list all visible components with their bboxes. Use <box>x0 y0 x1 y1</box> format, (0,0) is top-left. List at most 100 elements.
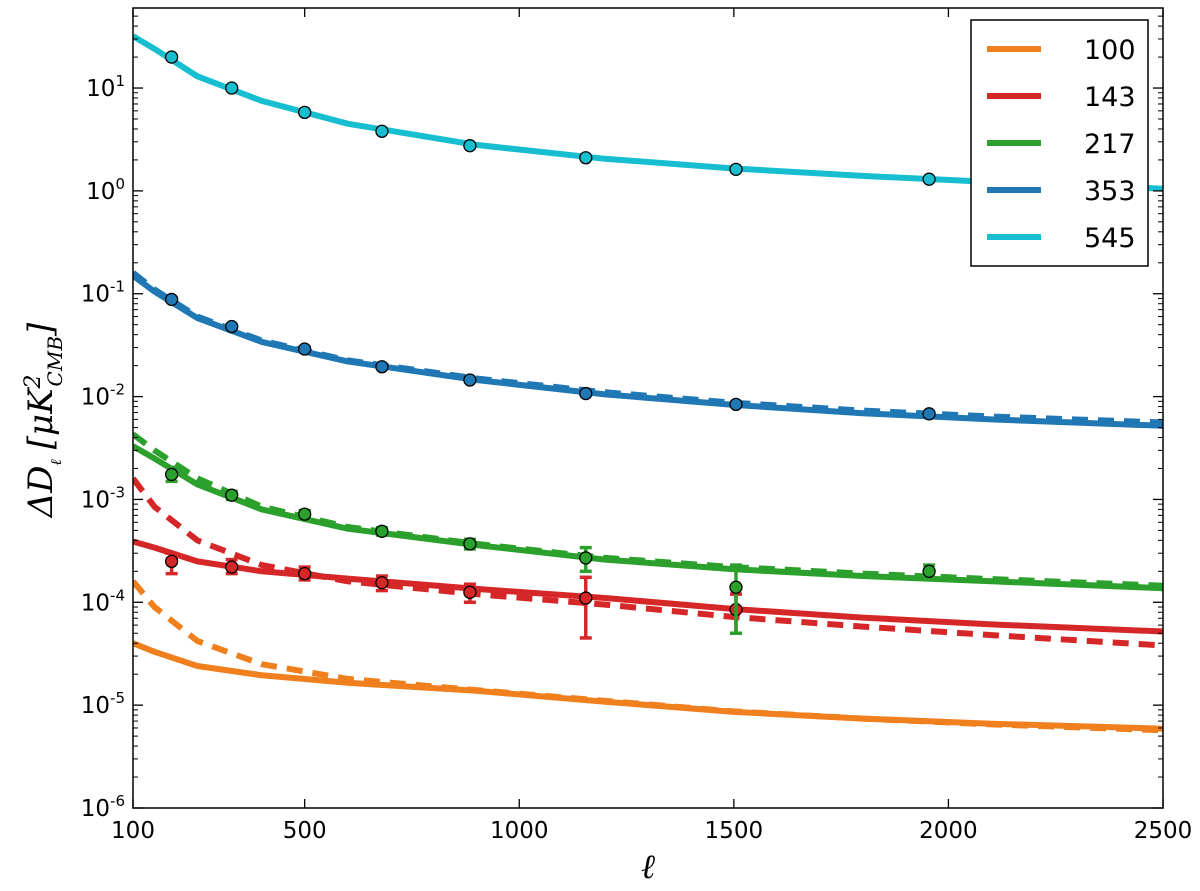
data-point <box>463 139 477 153</box>
data-point <box>164 551 179 576</box>
data-point <box>463 537 477 551</box>
point-marker <box>463 373 477 387</box>
series-353 <box>133 270 1163 429</box>
point-marker <box>375 124 389 138</box>
data-point <box>164 50 179 64</box>
legend-label: 143 <box>1084 82 1136 113</box>
point-marker <box>922 407 936 421</box>
data-point <box>164 465 179 484</box>
data-point <box>375 360 389 374</box>
point-marker <box>164 467 179 482</box>
x-tick-label: 2000 <box>919 818 978 844</box>
y-tick-label: 10-2 <box>81 381 125 411</box>
x-tick-label: 2500 <box>1134 818 1193 844</box>
legend-item-545: 545 <box>987 223 1136 254</box>
point-marker <box>225 560 239 574</box>
dashed-line-143 <box>133 476 1163 649</box>
point-marker <box>225 488 239 502</box>
point-marker <box>729 397 743 412</box>
y-tick-label: 10-3 <box>81 483 125 513</box>
legend-item-217: 217 <box>987 129 1136 160</box>
point-marker <box>298 342 312 356</box>
legend-label: 100 <box>1084 35 1136 66</box>
point-marker <box>729 580 743 594</box>
data-point <box>922 407 936 421</box>
data-point <box>298 105 312 120</box>
y-axis-label: ΔDℓ[μK2CMB] <box>21 322 67 519</box>
point-marker <box>579 551 593 565</box>
point-marker <box>463 139 477 153</box>
solid-line-353 <box>133 273 1163 429</box>
point-marker <box>463 585 477 599</box>
data-point <box>463 373 477 387</box>
legend-item-143: 143 <box>987 82 1136 113</box>
legend-item-100: 100 <box>987 35 1136 66</box>
data-point <box>579 386 593 401</box>
series-545 <box>133 33 1163 192</box>
x-axis-label: ℓ <box>641 847 655 887</box>
legend-item-353: 353 <box>987 176 1136 207</box>
data-point <box>164 292 179 307</box>
series-layer <box>133 33 1163 734</box>
x-tick-label: 1000 <box>490 818 549 844</box>
point-marker <box>463 537 477 551</box>
plot-frame <box>132 7 1164 809</box>
point-marker <box>298 105 312 120</box>
point-marker <box>579 386 593 401</box>
y-tick-label: 101 <box>86 72 125 102</box>
solid-line-143 <box>133 538 1163 635</box>
point-marker <box>579 151 593 165</box>
series-217 <box>133 431 1163 636</box>
point-marker <box>164 292 179 307</box>
data-point <box>463 582 477 605</box>
legend-label: 217 <box>1084 129 1136 160</box>
x-tick-label: 1500 <box>705 818 764 844</box>
point-marker <box>375 524 389 538</box>
data-point <box>298 565 312 582</box>
data-point <box>729 397 743 412</box>
point-marker <box>164 50 179 64</box>
point-marker <box>225 81 239 95</box>
data-point <box>375 574 389 593</box>
solid-line-100 <box>133 640 1163 732</box>
legend: 100 143 217 353 545 <box>970 19 1149 267</box>
point-marker <box>579 591 593 605</box>
x-tick-label: 500 <box>283 818 327 844</box>
point-marker <box>375 576 389 590</box>
data-point <box>298 342 312 356</box>
point-marker <box>298 566 312 581</box>
point-marker <box>298 507 312 521</box>
y-tick-label: 10-4 <box>81 586 125 616</box>
data-point <box>375 524 389 538</box>
data-point <box>579 545 593 574</box>
data-point <box>225 81 239 95</box>
point-marker <box>922 172 936 186</box>
data-point <box>375 124 389 138</box>
point-marker <box>375 360 389 374</box>
y-tick-label: 10-5 <box>81 689 125 719</box>
data-point <box>225 488 239 502</box>
data-point <box>579 575 593 640</box>
ticks-layer: 100 500 1000 1500 2000 2500 10-6 10-5 10-4 10-3 10… <box>81 7 1193 844</box>
series-143 <box>133 476 1163 649</box>
data-point <box>922 563 936 580</box>
data-point <box>922 172 936 186</box>
point-marker <box>225 319 239 334</box>
y-tick-label: 10-6 <box>81 792 125 822</box>
data-point <box>298 507 312 521</box>
solid-line-217 <box>133 443 1163 592</box>
y-tick-label: 10-1 <box>81 278 125 308</box>
point-marker <box>922 564 936 578</box>
data-point <box>729 563 743 636</box>
series-100 <box>133 579 1163 734</box>
data-point <box>225 319 239 334</box>
legend-label: 353 <box>1084 176 1136 207</box>
data-point <box>579 151 593 165</box>
x-tick-label: 100 <box>111 818 155 844</box>
data-point <box>225 557 239 576</box>
point-marker <box>729 162 743 176</box>
data-point <box>729 162 743 176</box>
y-tick-label: 100 <box>86 175 125 205</box>
legend-label: 545 <box>1084 223 1136 254</box>
